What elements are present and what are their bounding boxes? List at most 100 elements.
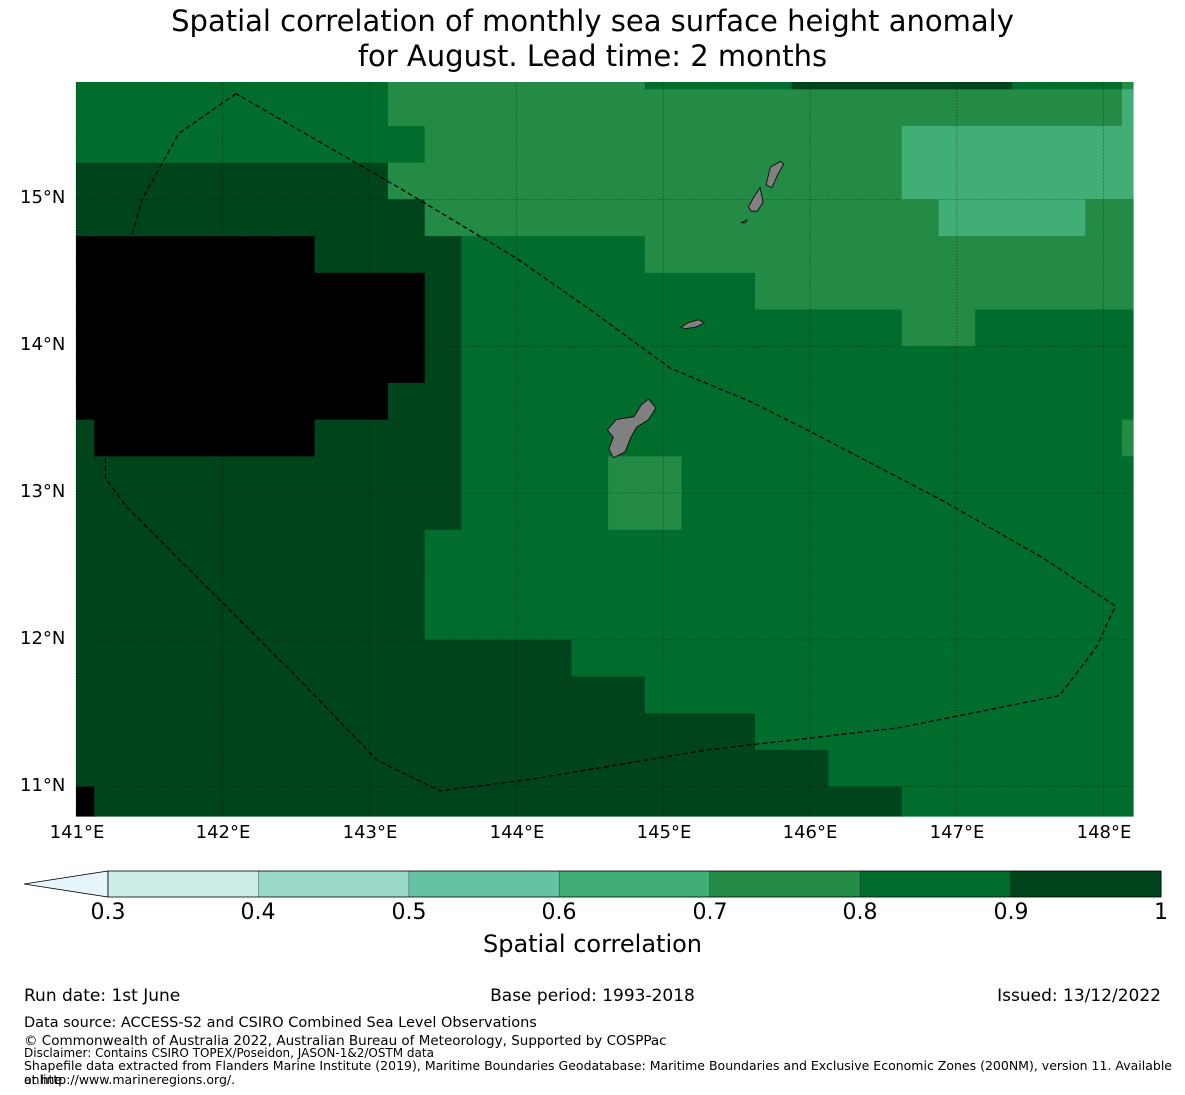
correlation-cell — [644, 236, 683, 274]
lat-label-13: 13°N — [20, 481, 66, 502]
correlation-cell — [76, 272, 95, 311]
correlation-cell — [167, 162, 206, 201]
correlation-cell — [76, 162, 95, 201]
correlation-cell — [167, 419, 206, 457]
correlation-cell — [94, 529, 132, 568]
correlation-cell — [865, 236, 903, 274]
correlation-cell — [461, 199, 499, 237]
correlation-cell — [791, 82, 829, 90]
map-gridlines — [75, 82, 1133, 816]
island-tinian — [747, 186, 764, 212]
correlation-cell — [424, 676, 462, 714]
correlation-cell — [314, 529, 352, 568]
correlation-cell — [975, 603, 1013, 641]
correlation-cell — [461, 566, 499, 604]
correlation-cell — [351, 272, 389, 311]
correlation-cell — [1011, 713, 1050, 751]
correlation-cell — [791, 676, 829, 714]
correlation-cell — [1085, 419, 1123, 457]
correlation-cell — [351, 566, 389, 604]
correlation-cell — [791, 749, 829, 788]
correlation-cell — [1121, 529, 1134, 568]
correlation-cell — [241, 749, 279, 788]
correlation-cell — [204, 566, 242, 604]
correlation-cell — [131, 749, 169, 788]
correlation-cell — [277, 89, 316, 127]
correlation-cell — [277, 126, 316, 164]
correlation-cell — [167, 382, 206, 421]
correlation-cell — [76, 309, 95, 347]
correlation-cell — [351, 199, 389, 237]
colorbar-tick-1: 1 — [1154, 900, 1168, 925]
correlation-cell — [901, 82, 940, 90]
correlation-cell — [644, 419, 683, 457]
correlation-cell — [167, 603, 206, 641]
correlation-cell — [498, 786, 536, 817]
correlation-cell — [718, 676, 756, 714]
correlation-cell — [277, 749, 316, 788]
correlation-cell — [1121, 236, 1134, 274]
correlation-cell — [571, 456, 609, 494]
correlation-cell — [1048, 493, 1086, 531]
correlation-cell — [277, 639, 316, 678]
correlation-cell — [424, 786, 462, 817]
correlation-cell — [865, 566, 903, 604]
correlation-cell — [534, 272, 573, 311]
correlation-cell — [1121, 199, 1134, 237]
correlation-cell — [351, 162, 389, 201]
correlation-cell — [644, 272, 683, 311]
correlation-cell — [76, 382, 95, 421]
correlation-cell — [351, 529, 389, 568]
correlation-cell — [76, 346, 95, 384]
correlation-cell — [754, 309, 793, 347]
correlation-cell — [241, 272, 279, 311]
correlation-cell — [204, 199, 242, 237]
correlation-cell — [1011, 749, 1050, 788]
correlation-cell — [424, 236, 462, 274]
correlation-cell — [828, 272, 866, 311]
lon-label-148: 148°E — [1076, 822, 1132, 843]
correlation-cell — [1011, 566, 1050, 604]
correlation-cell — [865, 82, 903, 90]
correlation-cell — [865, 126, 903, 164]
correlation-cell — [461, 309, 499, 347]
correlation-cell — [131, 566, 169, 604]
correlation-cell — [76, 82, 95, 90]
correlation-cell — [865, 346, 903, 384]
correlation-cell — [204, 456, 242, 494]
correlation-cell — [1048, 749, 1086, 788]
correlation-cell — [1121, 419, 1134, 457]
correlation-cell — [644, 82, 683, 90]
correlation-cell — [1085, 346, 1123, 384]
correlation-cell — [534, 639, 573, 678]
correlation-cell — [718, 272, 756, 311]
correlation-cell — [351, 786, 389, 817]
correlation-cell — [277, 82, 316, 90]
correlation-cell — [498, 82, 536, 90]
correlation-cell — [76, 199, 95, 237]
correlation-cell — [94, 493, 132, 531]
correlation-cell — [754, 676, 793, 714]
colorbar-segment — [709, 871, 861, 897]
correlation-cell — [828, 199, 866, 237]
correlation-cell — [204, 786, 242, 817]
correlation-cell — [277, 786, 316, 817]
colorbar-tick-0.6: 0.6 — [541, 900, 577, 925]
correlation-cell — [387, 419, 426, 457]
correlation-cell — [718, 566, 756, 604]
correlation-cell — [828, 603, 866, 641]
correlation-cell — [461, 786, 499, 817]
correlation-cell — [204, 82, 242, 90]
correlation-cell — [681, 639, 719, 678]
correlation-cell — [241, 603, 279, 641]
correlation-cell — [498, 346, 536, 384]
correlation-cell — [94, 346, 132, 384]
correlation-cell — [94, 126, 132, 164]
correlation-cell — [351, 713, 389, 751]
correlation-cell — [241, 529, 279, 568]
correlation-cell — [938, 786, 976, 817]
correlation-cell — [901, 126, 940, 164]
correlation-cell — [387, 82, 426, 90]
colorbar-segment — [559, 871, 711, 897]
correlation-cell — [1085, 456, 1123, 494]
